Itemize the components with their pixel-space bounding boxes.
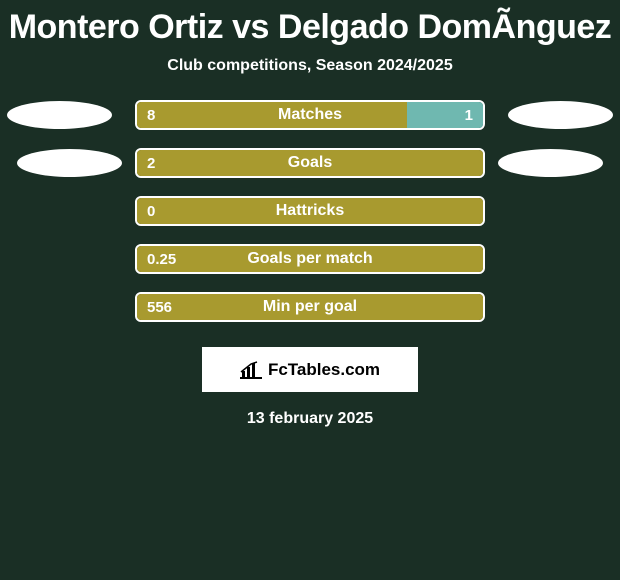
stat-label: Min per goal bbox=[137, 298, 483, 316]
stat-row-hattricks: 0 Hattricks bbox=[0, 195, 620, 227]
chart-icon bbox=[240, 361, 262, 379]
stat-label: Goals per match bbox=[137, 250, 483, 268]
stat-bar: 556 Min per goal bbox=[135, 292, 485, 322]
brand-logo-box: FcTables.com bbox=[202, 347, 418, 392]
player-left-ellipse bbox=[17, 149, 122, 177]
brand-text: FcTables.com bbox=[268, 360, 380, 380]
footer-date: 13 february 2025 bbox=[0, 410, 620, 428]
stat-bar: 8 Matches 1 bbox=[135, 100, 485, 130]
stat-row-goals-per-match: 0.25 Goals per match bbox=[0, 243, 620, 275]
stat-bar: 0.25 Goals per match bbox=[135, 244, 485, 274]
stat-label: Hattricks bbox=[137, 202, 483, 220]
stat-bar: 2 Goals bbox=[135, 148, 485, 178]
stat-rows: 8 Matches 1 2 Goals 0 Hattricks bbox=[0, 99, 620, 323]
stat-row-min-per-goal: 556 Min per goal bbox=[0, 291, 620, 323]
page-subtitle: Club competitions, Season 2024/2025 bbox=[0, 57, 620, 75]
stat-row-matches: 8 Matches 1 bbox=[0, 99, 620, 131]
stat-label: Matches bbox=[137, 106, 483, 124]
stat-label: Goals bbox=[137, 154, 483, 172]
comparison-infographic: Montero Ortiz vs Delgado DomÃ­nguez Club… bbox=[0, 0, 620, 428]
player-right-ellipse bbox=[508, 101, 613, 129]
brand-logo: FcTables.com bbox=[240, 360, 380, 380]
player-right-ellipse bbox=[498, 149, 603, 177]
player-left-ellipse bbox=[7, 101, 112, 129]
page-title: Montero Ortiz vs Delgado DomÃ­nguez bbox=[0, 8, 620, 47]
stat-value-right: 1 bbox=[465, 107, 473, 124]
stat-bar: 0 Hattricks bbox=[135, 196, 485, 226]
stat-row-goals: 2 Goals bbox=[0, 147, 620, 179]
